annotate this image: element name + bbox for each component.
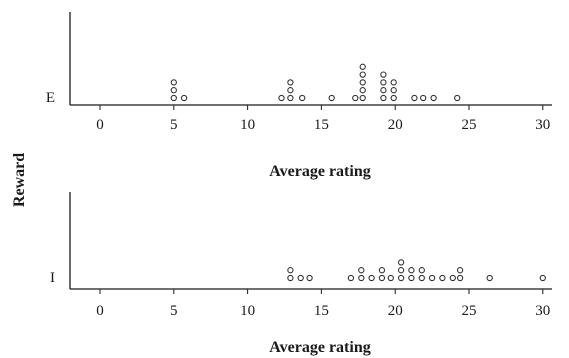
panel-i-data-point <box>378 274 386 282</box>
panel-i-data-point <box>539 274 546 282</box>
panel-e-data-point <box>380 71 387 78</box>
panel-i-data-point <box>368 274 375 282</box>
panel-e-x-tick-label: 15 <box>314 117 329 133</box>
panel-i-data-point <box>378 267 386 274</box>
panel-e-data-point <box>299 94 306 102</box>
panel-e-data-point <box>170 79 177 86</box>
panel-e-data-point <box>359 63 366 70</box>
panel-e-data-point <box>328 94 335 102</box>
panel-e-data-point <box>278 94 285 102</box>
panel-e-group-label: E <box>46 90 55 106</box>
panel-i-data-point <box>418 267 425 274</box>
panel-i-data-point <box>428 274 436 282</box>
panel-e-data-point <box>170 94 177 102</box>
panel-e-data-point <box>380 94 387 102</box>
panel-e-x-axis-title: Average rating <box>269 163 370 180</box>
panel-i-data-point <box>297 274 304 282</box>
panel-e-data-point <box>390 87 397 94</box>
panel-e-dots <box>170 63 461 102</box>
panel-i-x-tick-label: 15 <box>314 303 329 319</box>
panel-e-data-point <box>359 79 366 86</box>
panel-i-group-label: I <box>50 270 55 286</box>
panel-i-data-point <box>408 267 415 274</box>
panel-i-data-point <box>397 267 405 274</box>
panel-e-data-point <box>390 79 397 86</box>
panel-e-data-point <box>380 79 387 86</box>
panel-i-x-tick-label: 30 <box>535 303 550 319</box>
panel-e-x-tick-label: 20 <box>388 117 403 133</box>
panel-i-data-point <box>449 274 456 282</box>
panel-e-data-point <box>359 94 366 102</box>
panel-i-data-point <box>287 274 294 282</box>
panel-e-x-tick-label: 10 <box>240 117 255 133</box>
panel-i-x-axis-title: Average rating <box>269 339 370 356</box>
panel-i-tick-labels: 0 5 10 15 20 25 30 <box>96 303 550 319</box>
panel-i-data-point <box>397 259 405 266</box>
panel-i-data-point <box>387 274 394 282</box>
panel-e-data-point <box>430 94 437 102</box>
panel-i-x-tick-label: 5 <box>170 303 178 319</box>
panel-i: 0 5 10 15 20 25 30 I Average rating <box>50 192 552 356</box>
panel-i-x-tick-label: 20 <box>388 303 403 319</box>
panel-i-data-point <box>287 267 294 274</box>
panel-e-data-point <box>359 71 366 78</box>
panel-i-data-point <box>456 274 464 282</box>
panel-e-data-point <box>390 94 397 102</box>
panel-i-data-point <box>418 274 425 282</box>
panel-i-data-point <box>456 267 464 274</box>
panel-e-x-tick-label: 0 <box>96 117 104 133</box>
y-axis-title: Reward <box>11 153 28 207</box>
panel-i-data-point <box>486 274 493 282</box>
panel-e-data-point <box>454 94 461 102</box>
panel-i-x-tick-label: 25 <box>462 303 477 319</box>
panel-i-x-tick-label: 10 <box>240 303 255 319</box>
panel-e-data-point <box>287 94 294 102</box>
panel-e-x-tick-label: 25 <box>462 117 477 133</box>
panel-e-data-point <box>170 87 177 94</box>
panel-i-data-point <box>439 274 446 282</box>
panel-e-x-tick-label: 5 <box>170 117 178 133</box>
panel-e-data-point <box>287 79 294 86</box>
panel-i-data-point <box>358 274 365 282</box>
panel-i-data-point <box>408 274 415 282</box>
panel-e-x-tick-label: 30 <box>535 117 550 133</box>
panel-i-data-point <box>306 274 313 282</box>
panel-e-data-point <box>352 94 359 102</box>
panel-e-tick-labels: 0 5 10 15 20 25 30 <box>96 117 550 133</box>
panel-i-x-tick-label: 0 <box>96 303 104 319</box>
panel-e-data-point <box>287 87 294 94</box>
panel-e-data-point <box>359 87 366 94</box>
panel-i-dots <box>287 259 546 282</box>
panel-e-data-point <box>420 94 427 102</box>
panel-e-data-point <box>180 94 188 102</box>
panel-i-data-point <box>347 274 355 282</box>
panel-e-ticks <box>99 105 544 110</box>
panel-i-data-point <box>397 274 405 282</box>
panel-e-data-point <box>380 87 387 94</box>
panel-i-ticks <box>99 289 544 294</box>
panel-e-data-point <box>411 94 418 102</box>
panel-e: 0 5 10 15 20 25 30 E Average rating <box>46 12 552 180</box>
panel-i-data-point <box>358 267 365 274</box>
